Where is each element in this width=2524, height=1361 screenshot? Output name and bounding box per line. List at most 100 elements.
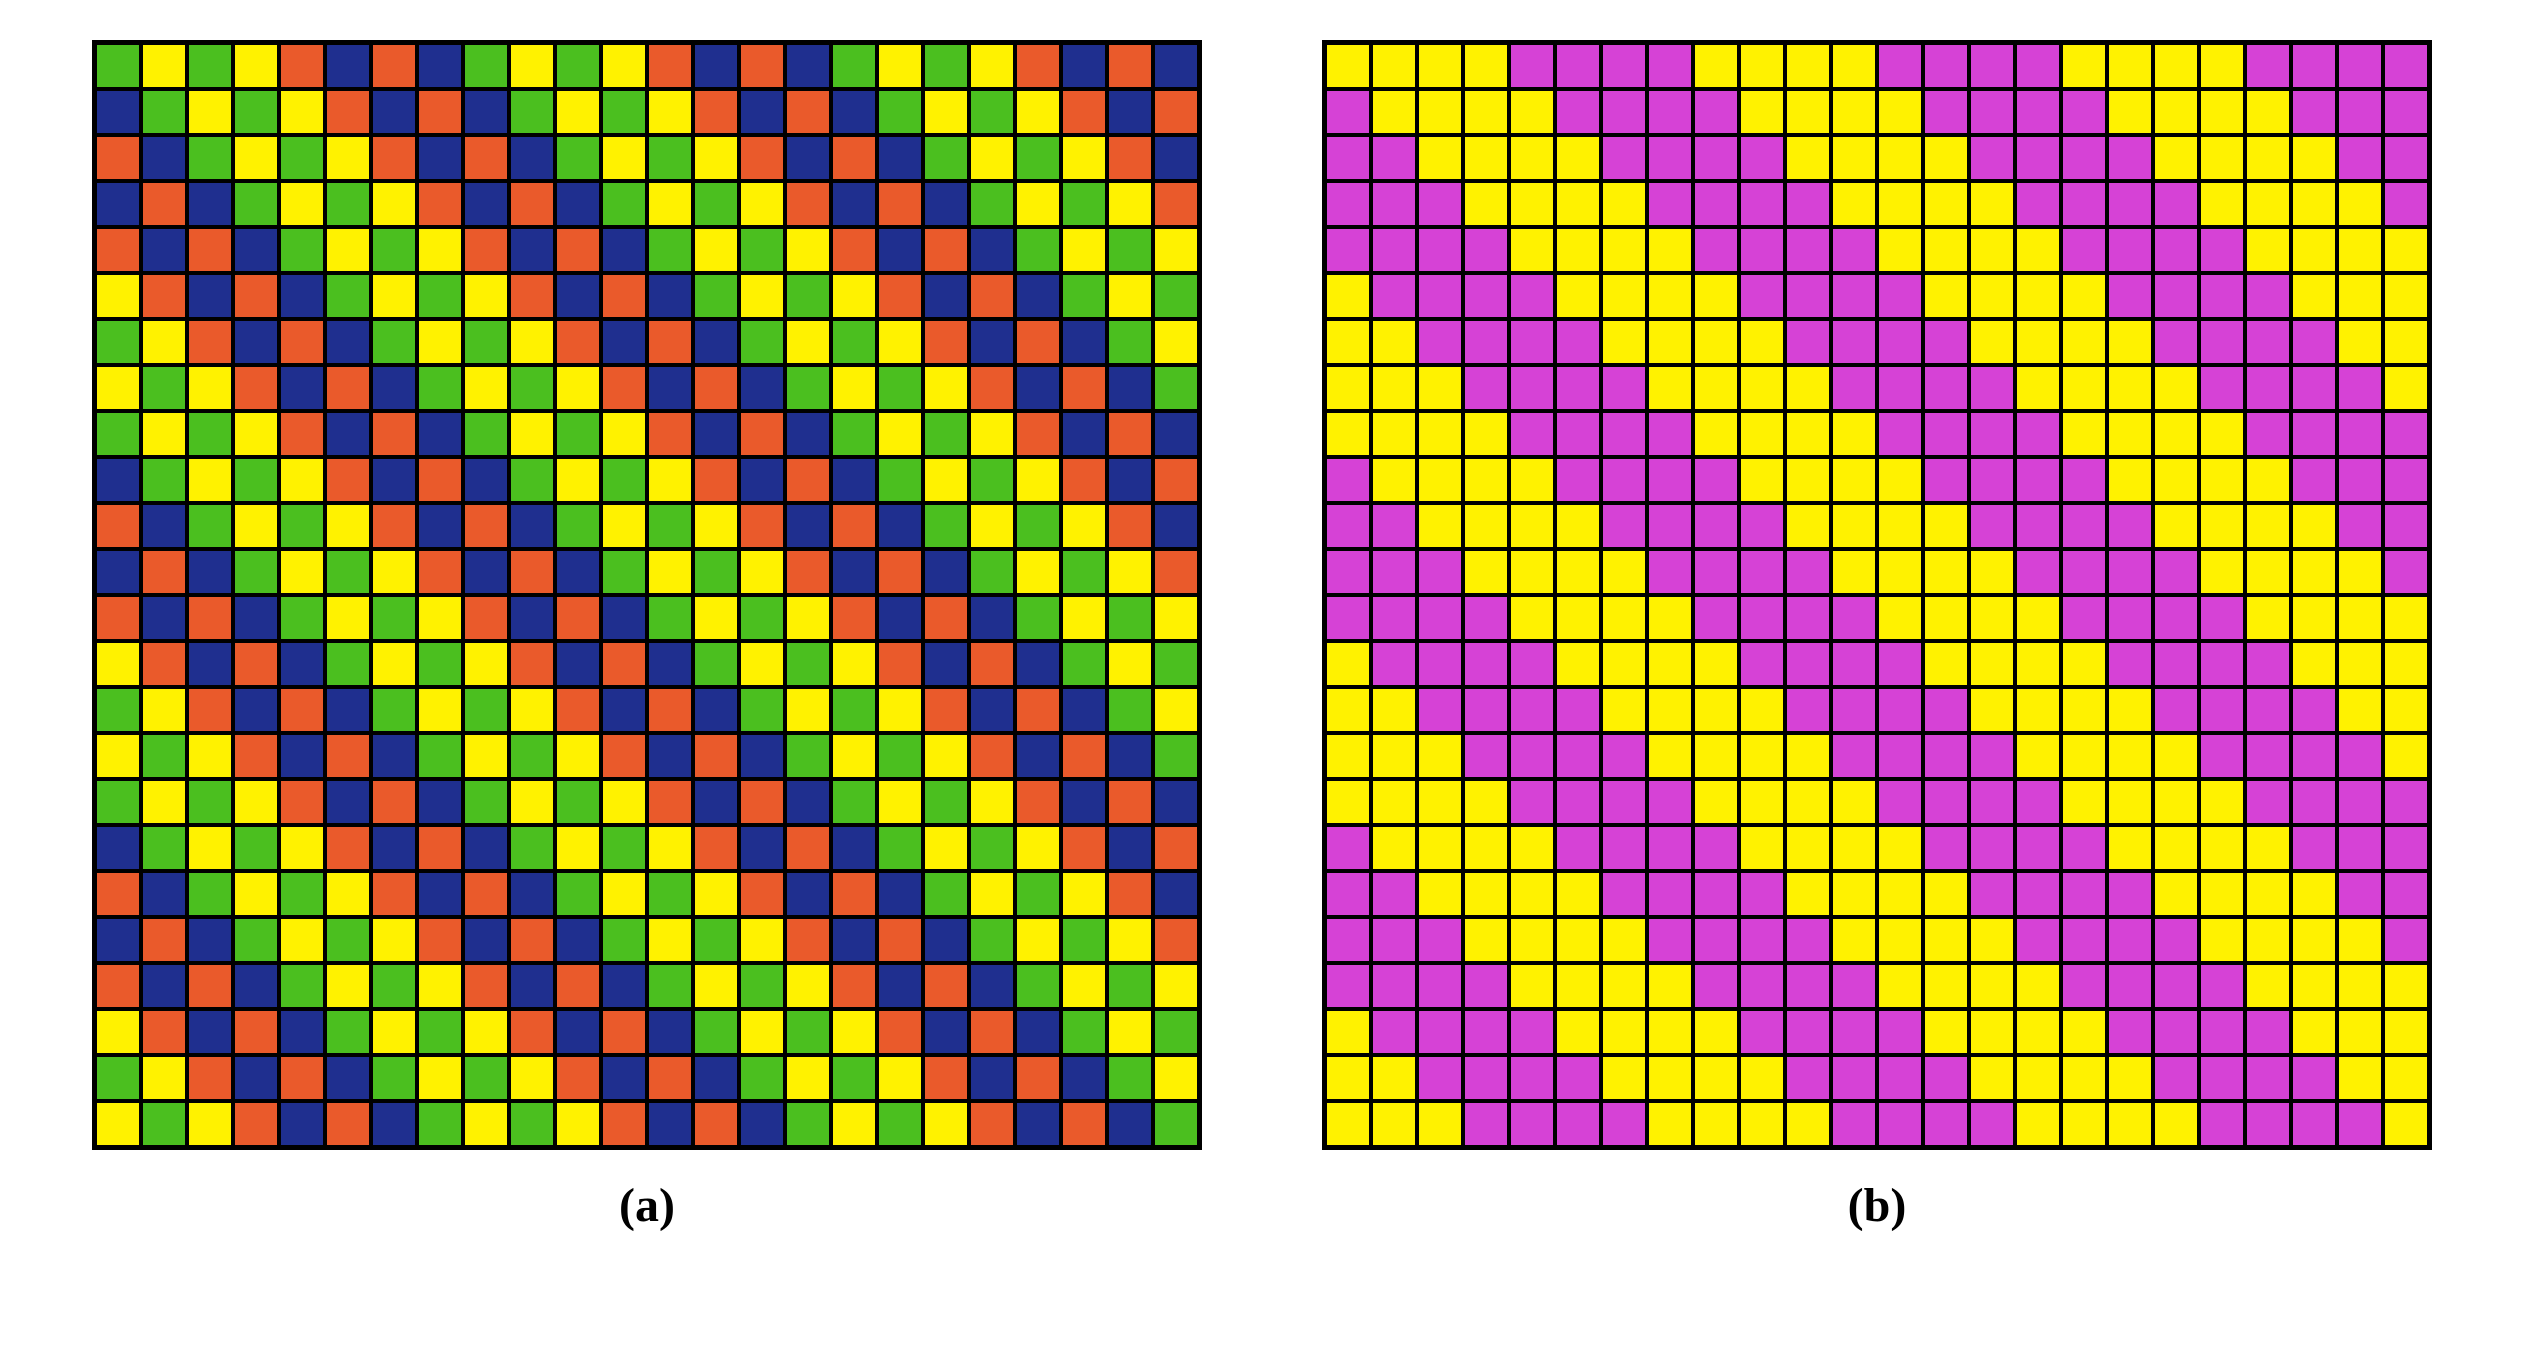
grid-cell xyxy=(877,227,923,273)
grid-cell xyxy=(2107,549,2153,595)
grid-cell xyxy=(1647,319,1693,365)
grid-cell xyxy=(1015,227,1061,273)
grid-cell xyxy=(1417,227,1463,273)
grid-cell xyxy=(1015,1055,1061,1101)
grid-cell xyxy=(969,89,1015,135)
grid-cell xyxy=(2245,1101,2291,1147)
grid-cell xyxy=(187,1101,233,1147)
grid-cell xyxy=(2383,135,2429,181)
grid-cell xyxy=(463,1055,509,1101)
grid-cell xyxy=(187,641,233,687)
grid-cell xyxy=(1325,319,1371,365)
grid-cell xyxy=(233,89,279,135)
grid-cell xyxy=(1831,687,1877,733)
grid-cell xyxy=(923,1101,969,1147)
grid-cell xyxy=(1831,227,1877,273)
grid-cell xyxy=(1417,963,1463,1009)
grid-cell xyxy=(2199,273,2245,319)
grid-cell xyxy=(1877,1009,1923,1055)
grid-cell xyxy=(279,595,325,641)
grid-cell xyxy=(1463,89,1509,135)
grid-cell xyxy=(2383,411,2429,457)
grid-cell xyxy=(279,549,325,595)
grid-cell xyxy=(1325,779,1371,825)
grid-cell xyxy=(1417,549,1463,595)
grid-cell xyxy=(1015,595,1061,641)
grid-cell xyxy=(2245,641,2291,687)
grid-cell xyxy=(1923,963,1969,1009)
grid-cell xyxy=(2015,871,2061,917)
grid-cell xyxy=(2015,595,2061,641)
grid-cell xyxy=(1739,641,1785,687)
grid-cell xyxy=(1371,871,1417,917)
grid-cell xyxy=(325,595,371,641)
grid-cell xyxy=(1325,641,1371,687)
grid-cell xyxy=(1107,1055,1153,1101)
grid-cell xyxy=(739,779,785,825)
grid-cell xyxy=(95,135,141,181)
grid-cell xyxy=(1647,273,1693,319)
grid-cell xyxy=(2337,135,2383,181)
grid-cell xyxy=(371,411,417,457)
grid-cell xyxy=(371,319,417,365)
grid-cell xyxy=(1153,595,1199,641)
grid-cell xyxy=(2061,917,2107,963)
grid-cell xyxy=(371,871,417,917)
grid-cell xyxy=(1417,457,1463,503)
grid-cell xyxy=(555,319,601,365)
grid-cell xyxy=(1325,457,1371,503)
grid-cell xyxy=(509,779,555,825)
grid-cell xyxy=(1877,779,1923,825)
grid-cell xyxy=(2291,273,2337,319)
grid-cell xyxy=(2061,779,2107,825)
grid-cell xyxy=(1785,273,1831,319)
grid-cell xyxy=(923,457,969,503)
grid-cell xyxy=(1555,1101,1601,1147)
grid-cell xyxy=(1647,825,1693,871)
grid-cell xyxy=(785,503,831,549)
grid-cell xyxy=(2383,779,2429,825)
grid-cell xyxy=(95,595,141,641)
grid-cell xyxy=(2383,273,2429,319)
grid-cell xyxy=(1877,871,1923,917)
grid-cell xyxy=(2383,89,2429,135)
grid-cell xyxy=(1107,687,1153,733)
grid-cell xyxy=(1969,733,2015,779)
grid-cell xyxy=(279,733,325,779)
grid-cell xyxy=(279,917,325,963)
grid-cell xyxy=(279,1101,325,1147)
grid-cell xyxy=(1923,779,1969,825)
grid-cell xyxy=(1509,1055,1555,1101)
grid-cell xyxy=(1153,89,1199,135)
grid-cell xyxy=(233,779,279,825)
grid-cell xyxy=(601,135,647,181)
grid-cell xyxy=(233,43,279,89)
grid-cell xyxy=(95,917,141,963)
grid-cell xyxy=(831,273,877,319)
grid-cell xyxy=(325,365,371,411)
grid-cell xyxy=(601,687,647,733)
grid-cell xyxy=(1015,687,1061,733)
grid-cell xyxy=(693,227,739,273)
grid-cell xyxy=(647,825,693,871)
grid-cell xyxy=(923,89,969,135)
grid-cell xyxy=(647,227,693,273)
grid-cell xyxy=(1923,273,1969,319)
grid-cell xyxy=(2337,1101,2383,1147)
grid-cell xyxy=(1739,1055,1785,1101)
grid-cell xyxy=(1325,89,1371,135)
grid-cell xyxy=(1015,273,1061,319)
grid-cell xyxy=(1463,871,1509,917)
grid-cell xyxy=(1601,181,1647,227)
grid-cell xyxy=(279,641,325,687)
grid-cell xyxy=(1417,917,1463,963)
grid-cell xyxy=(95,687,141,733)
grid-cell xyxy=(1015,549,1061,595)
grid-cell xyxy=(1831,549,1877,595)
grid-cell xyxy=(555,963,601,1009)
grid-cell xyxy=(831,411,877,457)
grid-cell xyxy=(417,503,463,549)
grid-cell xyxy=(1325,825,1371,871)
grid-cell xyxy=(141,1055,187,1101)
grid-cell xyxy=(233,365,279,411)
